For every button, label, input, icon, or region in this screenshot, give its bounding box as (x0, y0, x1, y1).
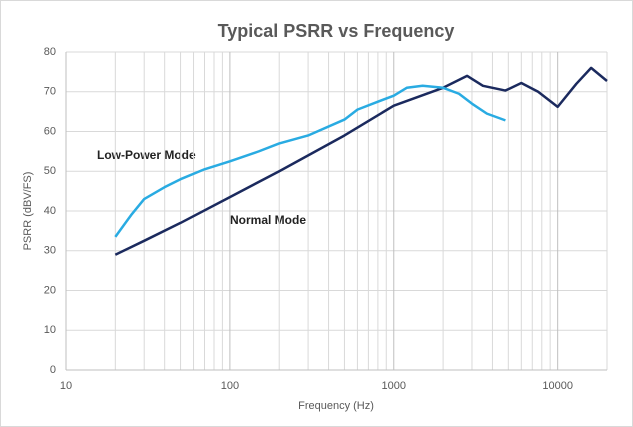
annotation: Low-Power Mode (97, 148, 196, 162)
y-tick-label: 70 (44, 86, 56, 98)
y-tick-label: 50 (44, 165, 56, 177)
y-tick-label: 60 (44, 125, 56, 137)
series-line (114, 66, 608, 256)
y-tick-label: 0 (50, 364, 56, 376)
x-tick-label: 1000 (382, 380, 406, 392)
y-tick-label: 40 (44, 205, 56, 217)
chart-title: Typical PSRR vs Frequency (218, 21, 455, 41)
x-tick-label: 100 (221, 380, 239, 392)
x-tick-label: 10000 (542, 380, 573, 392)
y-tick-label: 30 (44, 245, 56, 257)
annotation: Normal Mode (230, 213, 306, 227)
y-axis-label: PSRR (dBV/FS) (22, 172, 34, 251)
x-tick-label: 10 (60, 380, 72, 392)
series-line (114, 84, 506, 238)
y-tick-label: 80 (44, 46, 56, 58)
y-tick-label: 10 (44, 324, 56, 336)
x-axis-label: Frequency (Hz) (298, 400, 374, 412)
y-tick-label: 20 (44, 284, 56, 296)
